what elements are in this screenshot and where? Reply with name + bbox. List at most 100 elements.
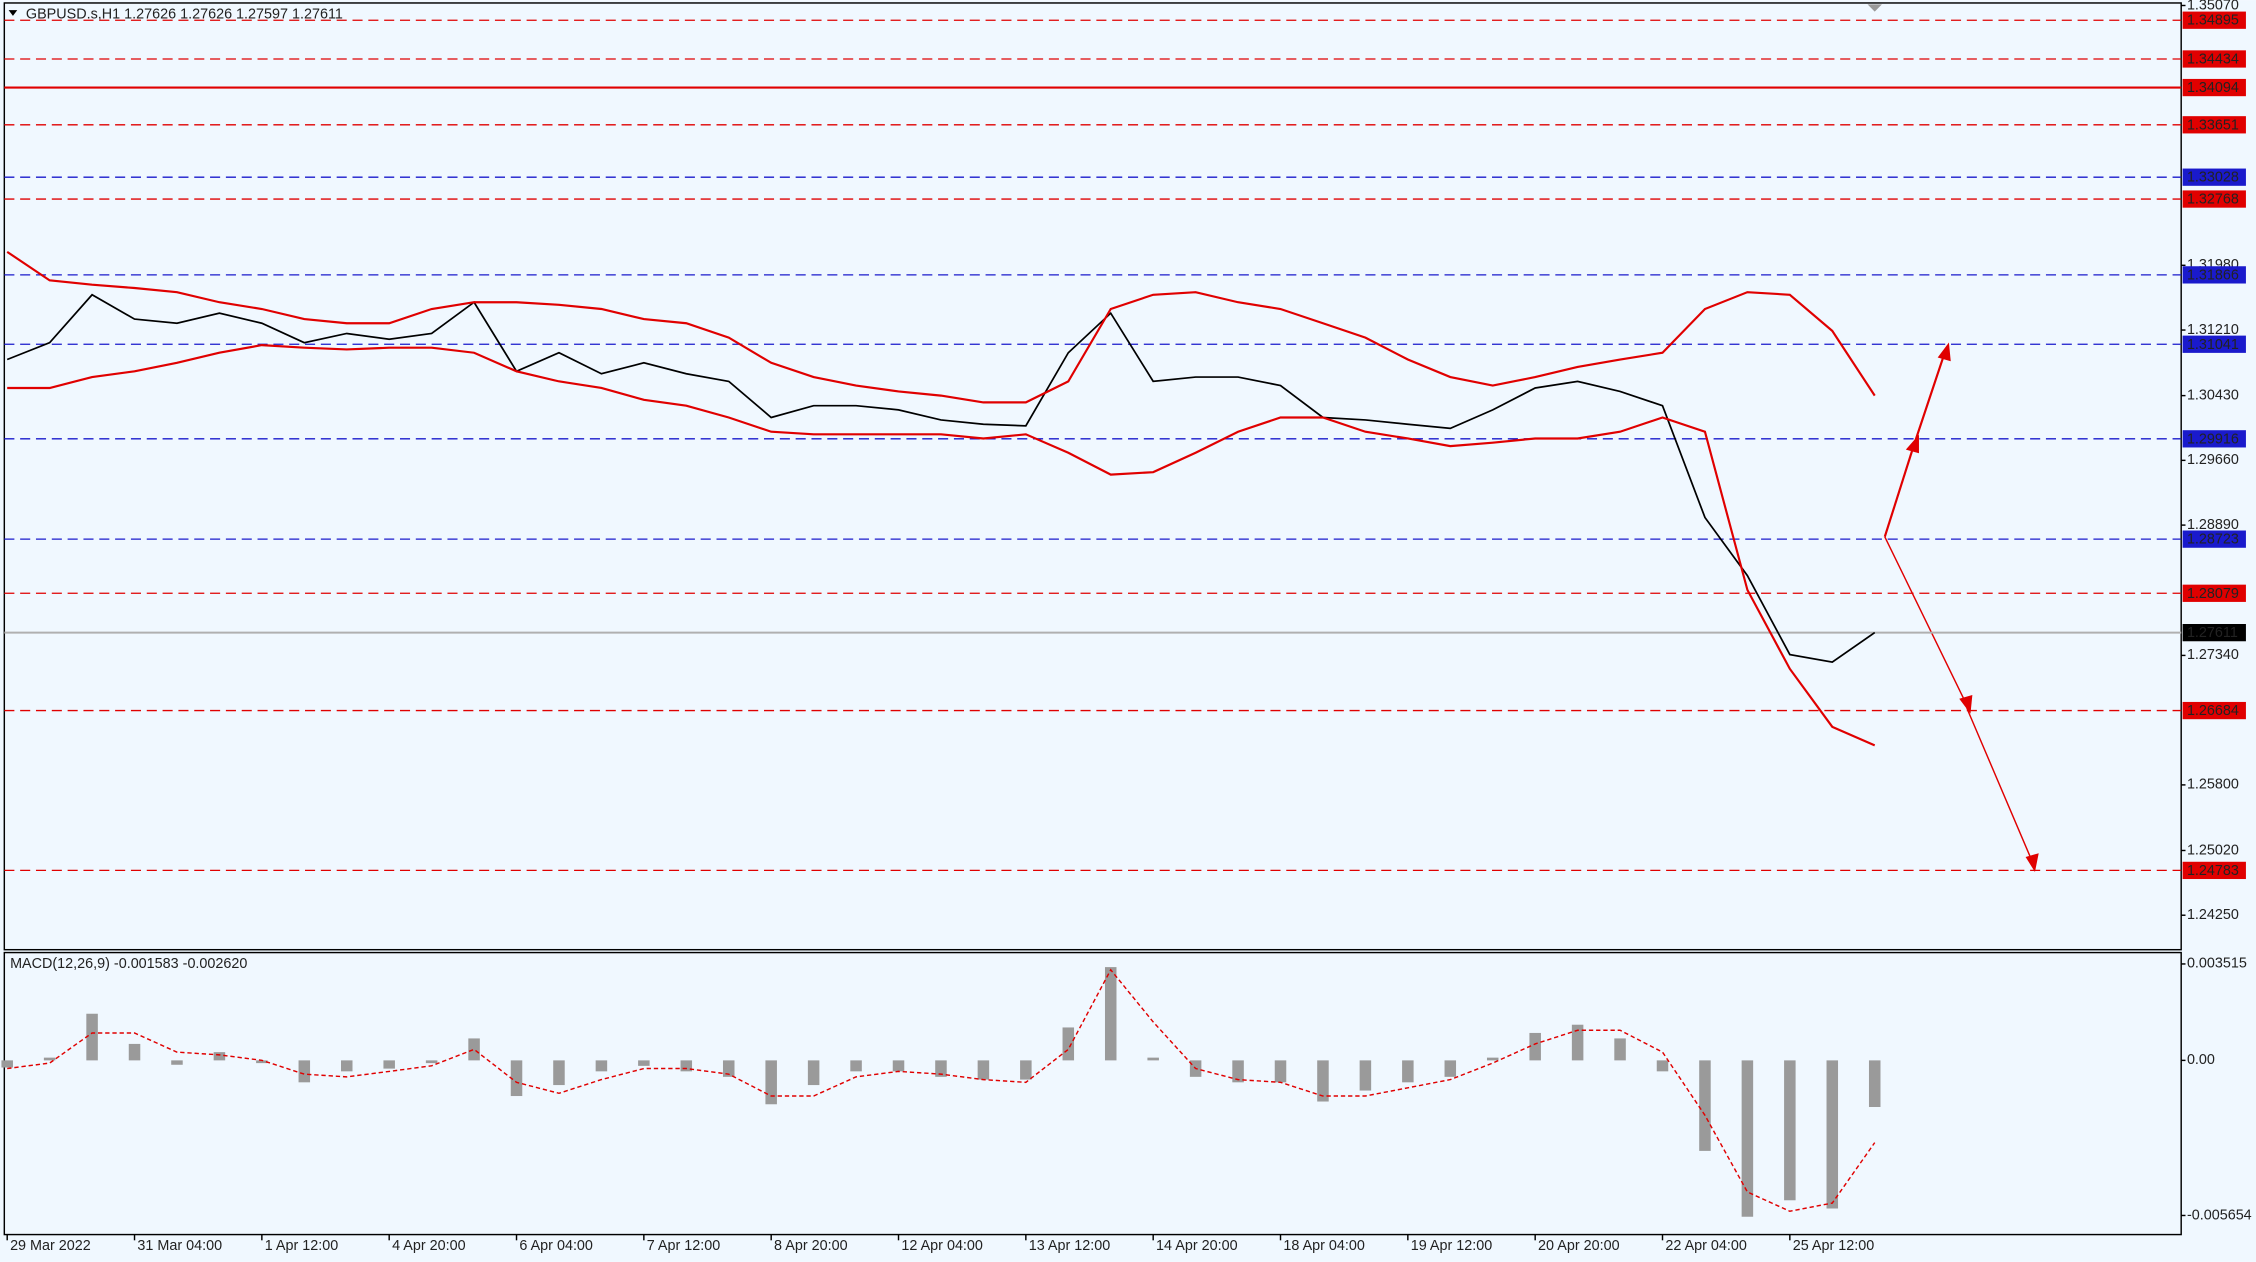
macd-bar xyxy=(298,1060,311,1083)
x-tick-label: 12 Apr 04:00 xyxy=(901,1238,983,1254)
x-tick-label: 1 Apr 12:00 xyxy=(265,1238,339,1254)
x-tick-label: 29 Mar 2022 xyxy=(10,1238,91,1254)
x-tick-label: 6 Apr 04:00 xyxy=(519,1238,593,1254)
arrow-down-2 xyxy=(1966,707,2034,864)
macd-bar xyxy=(128,1043,141,1061)
x-tick-label: 25 Apr 12:00 xyxy=(1793,1238,1875,1254)
level-box xyxy=(2182,701,2246,720)
y-tick-label: 0.00 xyxy=(2187,1052,2215,1068)
level-label: 1.29916 xyxy=(2187,431,2239,447)
menu-icon[interactable] xyxy=(8,10,18,16)
macd-bar xyxy=(850,1060,862,1072)
level-box xyxy=(2182,168,2246,186)
macd-bar xyxy=(1571,1024,1584,1061)
macd-panel xyxy=(3,951,2182,1236)
x-tick-label: 22 Apr 04:00 xyxy=(1665,1238,1747,1254)
macd-bar xyxy=(1529,1032,1541,1061)
macd-bar xyxy=(383,1060,395,1069)
macd-bar xyxy=(1317,1060,1329,1102)
macd-bar xyxy=(256,1060,268,1064)
macd-bar xyxy=(1868,1060,1881,1108)
level-box xyxy=(2182,266,2246,284)
level-label: 1.34434 xyxy=(2187,51,2239,67)
macd-bar xyxy=(510,1060,523,1097)
level-box xyxy=(2182,861,2246,880)
x-tick-label: 20 Apr 20:00 xyxy=(1538,1238,1620,1254)
x-tick-label: 7 Apr 12:00 xyxy=(647,1238,721,1254)
x-tick-label: 18 Apr 04:00 xyxy=(1283,1238,1365,1254)
level-label: 1.26684 xyxy=(2187,703,2239,719)
y-tick-label: 1.30430 xyxy=(2187,387,2239,403)
level-label: 1.31041 xyxy=(2187,337,2239,353)
y-tick-label: 1.35070 xyxy=(2187,0,2239,13)
macd-bar xyxy=(1784,1060,1796,1201)
macd-bar xyxy=(1359,1060,1372,1091)
arrowhead xyxy=(2025,853,2039,872)
macd-bar xyxy=(595,1060,608,1072)
macd-bar xyxy=(1741,1060,1754,1217)
y-tick-label: 1.29660 xyxy=(2187,452,2239,468)
arrow-up-2 xyxy=(1912,350,1947,447)
macd-bar xyxy=(765,1060,777,1105)
macd-bar xyxy=(680,1060,693,1072)
macd-bar xyxy=(43,1057,56,1061)
macd-header: MACD(12,26,9) -0.001583 -0.002620 xyxy=(10,956,247,972)
macd-bar xyxy=(1147,1057,1159,1061)
level-box xyxy=(2182,584,2246,602)
x-tick-label: 8 Apr 20:00 xyxy=(774,1238,848,1254)
x-tick-label: 13 Apr 12:00 xyxy=(1029,1238,1111,1254)
price-line xyxy=(6,250,1876,404)
y-tick-label: 1.25020 xyxy=(2187,842,2239,858)
macd-bar xyxy=(1,1060,13,1068)
level-box xyxy=(2182,530,2246,548)
arrowhead xyxy=(1937,342,1951,362)
macd-bar xyxy=(171,1060,183,1065)
level-label: 1.33651 xyxy=(2187,117,2239,133)
y-tick-label: 1.24250 xyxy=(2187,907,2239,923)
level-label: 1.27611 xyxy=(2187,625,2238,641)
macd-bar xyxy=(1656,1060,1669,1072)
level-label: 1.28079 xyxy=(2187,586,2239,602)
macd-bar xyxy=(935,1060,947,1077)
level-label: 1.32768 xyxy=(2187,192,2239,208)
shift-marker xyxy=(1867,4,1882,12)
x-tick-label: 4 Apr 20:00 xyxy=(392,1238,466,1254)
level-label: 1.31866 xyxy=(2187,267,2239,283)
y-tick-label: 1.31210 xyxy=(2187,322,2239,338)
y-tick-label: -0.005654 xyxy=(2187,1207,2252,1223)
macd-bar xyxy=(213,1052,226,1061)
level-box xyxy=(2182,116,2246,134)
macd-bar xyxy=(892,1060,905,1072)
macd-bar xyxy=(468,1038,480,1061)
macd-bar xyxy=(1062,1027,1075,1061)
level-label: 1.34094 xyxy=(2187,80,2239,96)
level-box xyxy=(2182,335,2246,353)
arrow-up-1 xyxy=(1883,445,1915,538)
macd-bar xyxy=(1402,1060,1414,1083)
macd-bar xyxy=(977,1060,990,1080)
macd-bar xyxy=(553,1060,565,1086)
level-box xyxy=(2182,623,2246,642)
arrowhead xyxy=(1959,694,1973,714)
macd-bar xyxy=(1486,1057,1499,1061)
level-label: 1.24783 xyxy=(2187,863,2239,879)
level-box xyxy=(2182,50,2246,68)
main-panel xyxy=(3,2,2182,951)
level-box xyxy=(2182,430,2246,448)
macd-bar xyxy=(722,1060,735,1077)
level-label: 1.28723 xyxy=(2187,532,2239,548)
macd-bar xyxy=(807,1060,820,1086)
macd-bar xyxy=(340,1060,353,1072)
macd-bar xyxy=(1699,1060,1711,1151)
y-tick-label: 1.28890 xyxy=(2187,517,2239,533)
macd-bar xyxy=(425,1060,438,1064)
x-tick-label: 19 Apr 12:00 xyxy=(1411,1238,1493,1254)
y-tick-label: 1.25800 xyxy=(2187,777,2239,793)
macd-bar xyxy=(86,1013,98,1061)
level-box xyxy=(2182,11,2246,29)
macd-bar xyxy=(1020,1060,1032,1080)
y-tick-label: 1.27340 xyxy=(2187,647,2239,663)
symbol-header: GBPUSD.s,H1 1.27626 1.27626 1.27597 1.27… xyxy=(26,6,343,22)
